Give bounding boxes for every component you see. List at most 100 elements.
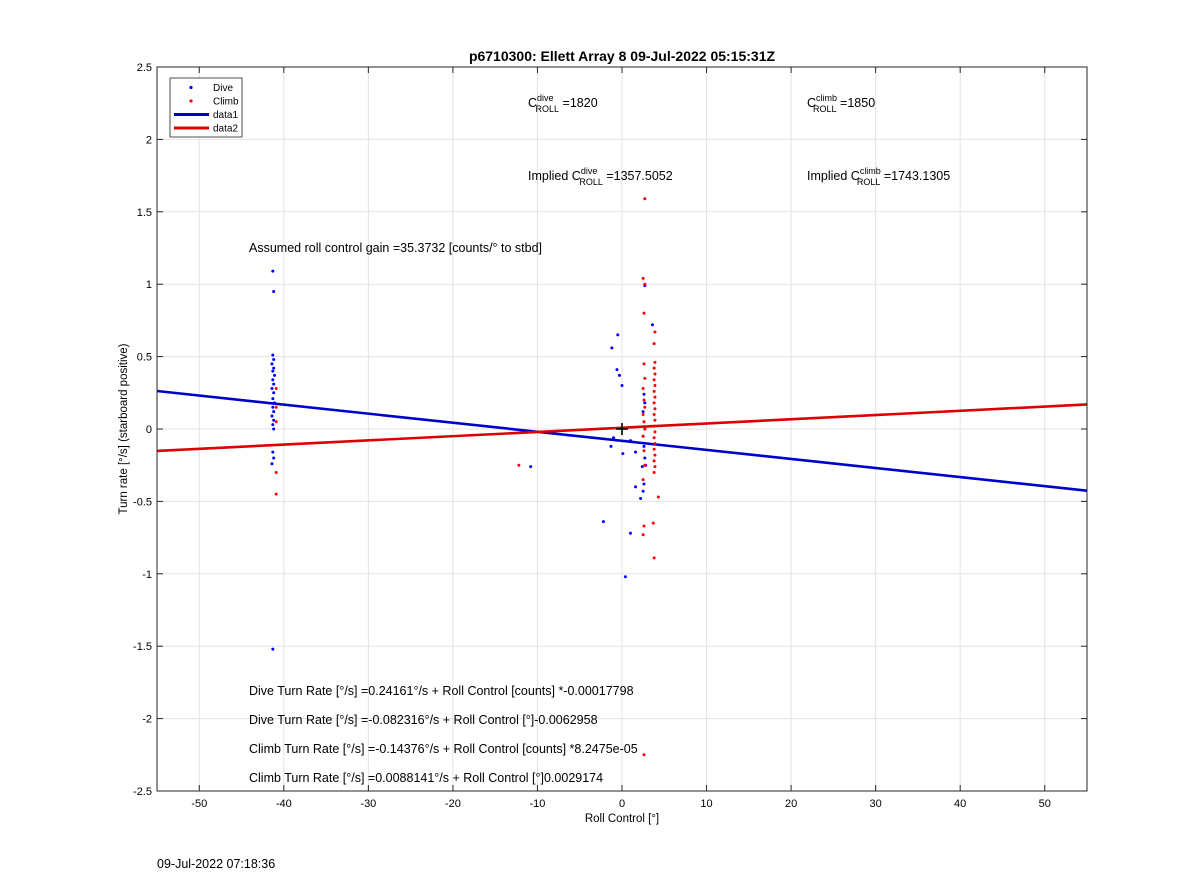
y-tick-label: 2 xyxy=(146,134,152,146)
dive-point xyxy=(271,450,275,454)
y-tick-label: -2.5 xyxy=(133,786,152,798)
climb-point xyxy=(652,366,656,370)
dive-point xyxy=(272,357,276,361)
x-tick-label: 20 xyxy=(785,798,797,810)
data-points xyxy=(270,197,660,757)
c-dive-annotation: Cdive ROLL =1820 xyxy=(528,93,598,114)
climb-point xyxy=(652,413,656,417)
dive-point xyxy=(270,386,274,390)
dive-point xyxy=(270,414,274,418)
climb-point xyxy=(274,420,278,424)
x-tick-label: 30 xyxy=(870,798,882,810)
climb-point xyxy=(643,197,647,201)
climb-point xyxy=(643,427,647,431)
x-tick-label: 0 xyxy=(619,798,625,810)
climb-point xyxy=(653,384,657,388)
dive-point xyxy=(615,368,619,372)
climb-point xyxy=(642,420,646,424)
climb-point xyxy=(653,465,657,469)
dive-point xyxy=(634,450,638,454)
y-tick-label: -1 xyxy=(142,569,152,581)
climb-point xyxy=(641,533,645,537)
x-tick-label: -50 xyxy=(191,798,207,810)
dive-point xyxy=(642,392,646,396)
y-tick-label: -0.5 xyxy=(133,496,152,508)
climb-point xyxy=(517,463,521,467)
dive-point xyxy=(617,373,621,377)
climb-point xyxy=(641,434,645,438)
dive-point xyxy=(271,423,275,427)
climb-point xyxy=(652,459,656,463)
footer-timestamp: 09-Jul-2022 07:18:36 xyxy=(157,857,276,871)
x-tick-label: 10 xyxy=(700,798,712,810)
climb-point xyxy=(641,386,645,390)
dive-point xyxy=(270,462,274,466)
climb-point xyxy=(642,753,646,757)
legend-data2-label: data2 xyxy=(213,124,238,135)
implied-climb-annotation: Implied Cclimb ROLL =1743.1305 xyxy=(807,166,950,187)
dive-point xyxy=(272,418,276,422)
climb-counts-equation: Climb Turn Rate [°/s] =-0.14376°/s + Rol… xyxy=(249,742,638,756)
legend-dive-marker xyxy=(189,85,193,90)
climb-point xyxy=(642,362,646,366)
climb-point xyxy=(653,430,657,434)
dive-point xyxy=(641,410,645,414)
y-tick-label: 1 xyxy=(146,279,152,291)
x-tick-label: 40 xyxy=(954,798,966,810)
y-tick-label: 1.5 xyxy=(137,207,152,219)
y-tick-label: 2.5 xyxy=(137,62,152,74)
climb-point xyxy=(642,524,646,528)
dive-point xyxy=(271,378,275,382)
dive-point xyxy=(612,436,616,440)
legend-dive-label: Dive xyxy=(213,83,233,94)
climb-point xyxy=(643,376,647,380)
x-axis-label: Roll Control [°] xyxy=(585,813,659,825)
dive-point xyxy=(272,427,276,431)
x-tick-label: -40 xyxy=(276,798,292,810)
climb-point xyxy=(652,342,656,346)
legend-data1-label: data1 xyxy=(213,110,238,121)
chart-title: p6710300: Ellett Array 8 09-Jul-2022 05:… xyxy=(469,48,776,64)
climb-point xyxy=(656,495,660,499)
implied-dive-annotation: Implied Cdive ROLL =1357.5052 xyxy=(528,166,673,187)
dive-point xyxy=(272,391,276,395)
climb-point xyxy=(652,556,656,560)
x-tick-label: -20 xyxy=(445,798,461,810)
dive-point xyxy=(601,520,605,524)
climb-point xyxy=(653,453,657,457)
climb-point xyxy=(641,478,645,482)
climb-point xyxy=(642,311,646,315)
dive-point xyxy=(271,353,275,357)
dive-point xyxy=(271,397,275,401)
c-climb-annotation: Cclimb ROLL =1850 xyxy=(807,93,875,114)
dive-point xyxy=(272,456,276,460)
climb-point xyxy=(274,492,278,496)
climb-point xyxy=(643,463,647,467)
dive-point xyxy=(650,323,654,327)
climb-point xyxy=(653,441,657,445)
climb-point xyxy=(653,395,657,399)
dive-point xyxy=(272,366,276,370)
climb-point xyxy=(653,330,657,334)
dive-point xyxy=(641,489,645,493)
climb-point xyxy=(652,436,656,440)
dive-point xyxy=(623,575,627,579)
dive-point xyxy=(271,269,275,273)
climb-point xyxy=(652,447,656,451)
dive-point xyxy=(271,647,275,651)
dive-point xyxy=(616,333,620,337)
climb-point xyxy=(642,449,646,453)
dive-point xyxy=(270,362,274,366)
climb-point xyxy=(274,405,278,409)
y-tick-label: 0.5 xyxy=(137,352,152,364)
climb-point xyxy=(653,418,657,422)
climb-point xyxy=(651,521,655,525)
climb-point xyxy=(641,413,645,417)
dive-point xyxy=(271,369,275,373)
dive-point xyxy=(620,384,624,388)
gain-annotation: Assumed roll control gain =35.3732 [coun… xyxy=(249,241,542,255)
dive-point xyxy=(642,482,646,486)
dive-point xyxy=(640,465,644,469)
dive-point xyxy=(643,456,647,460)
y-axis-label: Turn rate [°/s] (starboard positive) xyxy=(118,343,130,514)
